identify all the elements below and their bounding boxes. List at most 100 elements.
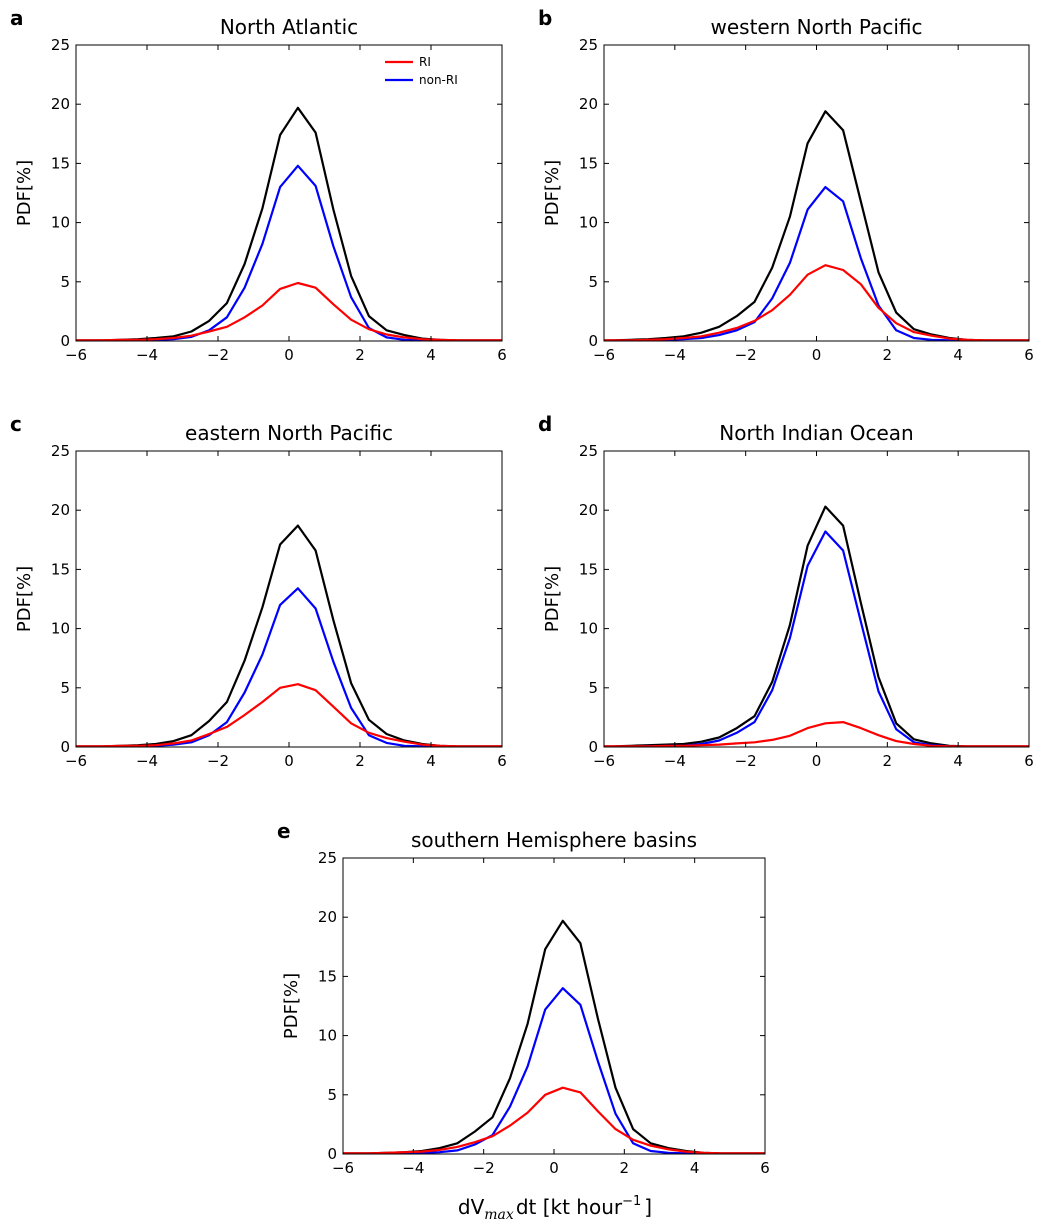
x-tick-label: −6	[65, 752, 87, 770]
series-line-total	[76, 106, 502, 341]
panel-title: western North Pacific	[711, 15, 923, 39]
x-tick-label: −6	[593, 752, 615, 770]
series-line-ri	[604, 264, 1029, 341]
series-line-total	[76, 524, 502, 747]
y-axis-label: PDF[%]	[542, 566, 563, 632]
y-tick-label: 20	[579, 501, 598, 519]
x-axis-label: dVmax dt [kt hour−1]	[458, 1194, 652, 1223]
y-tick-label: 15	[318, 967, 337, 985]
y-tick-label: 20	[51, 95, 70, 113]
y-tick-label: 5	[60, 679, 70, 697]
panel-e: −6 −4 −2 0 2 4 6 0 5 10 15 20 25 southern Hemisphere …	[277, 819, 770, 1177]
x-tick-label: −4	[664, 752, 686, 770]
x-tick-label: 4	[690, 1159, 700, 1177]
series-line-ri	[343, 1086, 765, 1154]
y-tick-label: 25	[579, 36, 598, 54]
series-line-non-ri	[343, 987, 765, 1154]
y-tick-label: 25	[318, 849, 337, 867]
panel-letter: e	[277, 819, 291, 843]
x-tick-label: 4	[426, 752, 436, 770]
x-tick-label: −6	[332, 1159, 354, 1177]
y-tick-label: 5	[60, 273, 70, 291]
x-tick-label: 2	[355, 752, 365, 770]
y-axis-label: PDF[%]	[542, 160, 563, 226]
legend-label-nonri: non-RI	[419, 73, 458, 87]
panel-d: −6 −4 −2 0 2 4 6 0 5 10 15 20 25 North Indian Ocean d P…	[538, 412, 1034, 770]
x-tick-label: 2	[620, 1159, 630, 1177]
panel-c: −6 −4 −2 0 2 4 6 0 5 10 15 20 25 eastern North Pacifi…	[10, 412, 507, 770]
x-tick-label: −2	[207, 346, 229, 364]
x-tick-label: 6	[497, 752, 507, 770]
panel-title: North Atlantic	[220, 15, 358, 39]
panel-a: −6 −4 −2 0 2 4 6 0 5 10 15 20 25 North Atlantic a PDF[%…	[10, 6, 507, 364]
panel-title: eastern North Pacific	[185, 421, 393, 445]
x-tick-label: 2	[883, 752, 893, 770]
x-tick-label: 0	[549, 1159, 559, 1177]
x-tick-label: −2	[207, 752, 229, 770]
x-axis-label-sub: max	[484, 1207, 514, 1223]
x-tick-label: −4	[136, 346, 158, 364]
x-tick-label: 2	[355, 346, 365, 364]
plot-frame	[603, 44, 1030, 342]
x-tick-label: −6	[593, 346, 615, 364]
panel-b: −6 −4 −2 0 2 4 6 0 5 10 15 20 25 western North Pacifi…	[538, 6, 1034, 364]
y-tick-label: 20	[318, 908, 337, 926]
x-tick-label: 0	[284, 346, 294, 364]
y-tick-label: 15	[51, 154, 70, 172]
x-tick-label: −4	[402, 1159, 424, 1177]
panel-letter: a	[10, 6, 24, 30]
y-tick-label: 10	[51, 620, 70, 638]
x-tick-label: 0	[812, 346, 822, 364]
x-tick-label: 6	[1024, 346, 1034, 364]
x-tick-label: −4	[664, 346, 686, 364]
legend: RI non-RI	[385, 55, 458, 87]
legend-label-ri: RI	[419, 55, 431, 69]
x-tick-label: 4	[953, 346, 963, 364]
y-tick-label: 15	[51, 560, 70, 578]
y-tick-label: 20	[579, 95, 598, 113]
x-tick-label: −2	[735, 752, 757, 770]
y-tick-label: 10	[579, 620, 598, 638]
y-tick-label: 15	[579, 560, 598, 578]
y-tick-label: 5	[588, 273, 598, 291]
series-line-non-ri	[76, 164, 502, 341]
x-tick-label: 6	[1024, 752, 1034, 770]
x-axis-label-d: dV	[458, 1195, 485, 1219]
y-axis-label: PDF[%]	[281, 973, 302, 1039]
x-tick-label: −6	[65, 346, 87, 364]
x-tick-label: −4	[136, 752, 158, 770]
series-line-non-ri	[76, 587, 502, 747]
series-line-total	[343, 919, 765, 1154]
y-tick-label: 20	[51, 501, 70, 519]
y-tick-label: 10	[51, 214, 70, 232]
y-tick-label: 10	[579, 214, 598, 232]
y-tick-label: 0	[588, 738, 598, 756]
x-tick-label: 0	[812, 752, 822, 770]
panel-letter: c	[10, 412, 22, 436]
y-tick-label: 25	[51, 36, 70, 54]
plot-frame	[75, 44, 503, 342]
y-tick-label: 10	[318, 1027, 337, 1045]
y-tick-label: 15	[579, 154, 598, 172]
series-line-non-ri	[604, 530, 1029, 747]
y-tick-label: 25	[51, 442, 70, 460]
y-tick-label: 0	[60, 332, 70, 350]
x-tick-label: 4	[426, 346, 436, 364]
x-tick-label: 2	[883, 346, 893, 364]
y-tick-label: 5	[588, 679, 598, 697]
y-tick-label: 0	[327, 1145, 337, 1163]
y-tick-label: 0	[588, 332, 598, 350]
panel-title: North Indian Ocean	[719, 421, 913, 445]
y-axis-label: PDF[%]	[14, 160, 35, 226]
x-tick-label: 4	[953, 752, 963, 770]
plot-frame	[603, 450, 1030, 748]
panel-letter: b	[538, 6, 552, 30]
y-tick-label: 5	[327, 1086, 337, 1104]
x-axis-label-close: ]	[644, 1195, 652, 1219]
y-axis-label: PDF[%]	[14, 566, 35, 632]
series-line-total	[604, 110, 1029, 341]
x-tick-label: −2	[735, 346, 757, 364]
x-axis-label-rest: dt [kt hour	[516, 1195, 623, 1219]
series-line-total	[604, 505, 1029, 747]
